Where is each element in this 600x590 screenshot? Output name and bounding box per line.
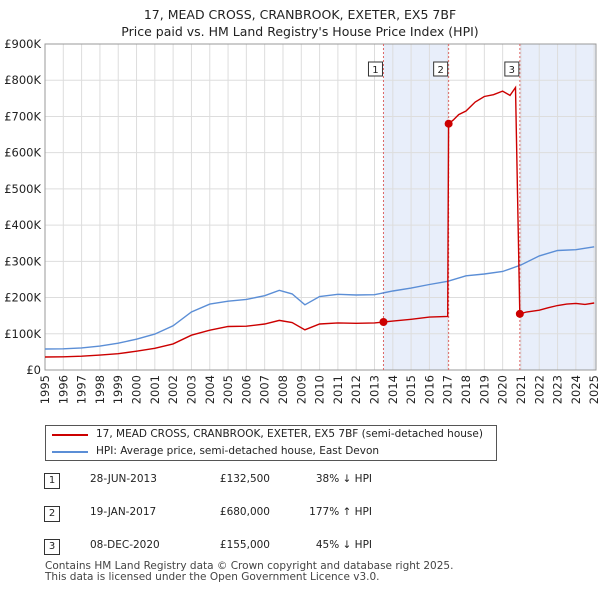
legend: 17, MEAD CROSS, CRANBROOK, EXETER, EX5 7…	[45, 425, 497, 461]
plot-area-border	[44, 43, 597, 371]
x-tick-label: 2008	[276, 375, 290, 404]
x-tick-label: 2003	[184, 375, 198, 404]
legend-item-property: 17, MEAD CROSS, CRANBROOK, EXETER, EX5 7…	[46, 426, 496, 443]
y-tick-label: £900K	[4, 37, 41, 51]
footer: Contains HM Land Registry data © Crown c…	[45, 561, 453, 583]
y-tick-label: £0	[26, 363, 41, 377]
shaded-region-1	[383, 44, 449, 370]
marker-label-2: 2	[437, 65, 443, 76]
x-tick-label: 2017	[441, 375, 455, 404]
transaction-number: 3	[44, 539, 60, 555]
x-tick-label: 2009	[294, 375, 308, 404]
x-tick-label: 2022	[532, 375, 546, 404]
y-tick-label: £300K	[4, 254, 41, 268]
transaction-price: £155,000	[219, 539, 270, 551]
transaction-date: 28-JUN-2013	[90, 473, 157, 485]
x-tick-label: 2012	[349, 375, 363, 404]
table-row: 3 08-DEC-2020 £155,000 45% ↓ HPI	[0, 536, 600, 556]
marker-box-2	[433, 61, 449, 77]
marker-box-3	[504, 61, 520, 77]
transaction-date: 19-JAN-2017	[90, 506, 157, 518]
table-row: 1 28-JUN-2013 £132,500 38% ↓ HPI	[0, 470, 600, 490]
x-tick-label: 2006	[239, 375, 253, 404]
y-tick-label: £200K	[4, 291, 41, 305]
x-tick-label: 2011	[331, 375, 345, 404]
x-tick-label: 2019	[477, 375, 491, 404]
transaction-number: 1	[44, 473, 60, 489]
title-line-2: Price paid vs. HM Land Registry's House …	[121, 24, 479, 39]
footer-licence: This data is licensed under the Open Gov…	[45, 571, 380, 583]
y-tick-label: £800K	[4, 73, 41, 87]
x-tick-label: 2013	[368, 375, 382, 404]
legend-swatch-hpi	[52, 451, 88, 453]
x-tick-label: 1995	[38, 375, 52, 404]
price-chart: £0 £100K £200K £300K £400K £500K £600K £700K £80…	[4, 37, 600, 404]
x-tick-label: 2001	[148, 375, 162, 404]
x-tick-label: 2024	[569, 375, 583, 404]
marker-label-3: 3	[509, 65, 515, 76]
sale-point-1	[379, 318, 388, 327]
transaction-date: 08-DEC-2020	[90, 539, 160, 551]
x-tick-label: 2020	[496, 375, 510, 404]
x-tick-label: 2007	[258, 375, 272, 404]
x-tick-label: 2025	[587, 375, 600, 404]
y-tick-label: £500K	[4, 182, 41, 196]
transaction-hpi: 38% ↓ HPI	[315, 473, 372, 485]
legend-label-hpi: HPI: Average price, semi-detached house,…	[96, 445, 380, 457]
x-tick-label: 1997	[75, 375, 89, 404]
legend-label-property: 17, MEAD CROSS, CRANBROOK, EXETER, EX5 7…	[96, 428, 483, 440]
x-tick-label: 2021	[514, 375, 528, 404]
transaction-price: £132,500	[219, 473, 270, 485]
x-tick-label: 2018	[459, 375, 473, 404]
title-line-1: 17, MEAD CROSS, CRANBROOK, EXETER, EX5 7…	[143, 7, 457, 22]
x-tick-label: 2015	[404, 375, 418, 404]
sale-point-2	[444, 119, 453, 128]
sale-point-3	[515, 309, 524, 318]
legend-swatch-property	[52, 434, 88, 436]
x-tick-label: 2016	[422, 375, 436, 404]
x-tick-label: 2005	[221, 375, 235, 404]
y-tick-label: £400K	[4, 218, 41, 232]
legend-item-hpi: HPI: Average price, semi-detached house,…	[46, 443, 496, 460]
x-tick-label: 1996	[56, 375, 70, 404]
x-tick-label: 2010	[313, 375, 327, 404]
property-series-line	[44, 85, 595, 358]
footer-copyright: Contains HM Land Registry data © Crown c…	[45, 560, 454, 572]
marker-label-1: 1	[372, 65, 378, 76]
transaction-hpi: 177% ↑ HPI	[309, 506, 372, 518]
x-tick-label: 2014	[386, 375, 400, 404]
table-row: 2 19-JAN-2017 £680,000 177% ↑ HPI	[0, 503, 600, 523]
y-tick-label: £700K	[4, 109, 41, 123]
transaction-hpi: 45% ↓ HPI	[315, 539, 372, 551]
x-tick-label: 1998	[93, 375, 107, 404]
x-tick-label: 2000	[130, 375, 144, 404]
chart-title: 17, MEAD CROSS, CRANBROOK, EXETER, EX5 7…	[0, 6, 600, 40]
x-tick-label: 1999	[111, 375, 125, 404]
y-tick-label: £600K	[4, 146, 41, 160]
y-tick-label: £100K	[4, 327, 41, 341]
x-tick-label: 2002	[166, 375, 180, 404]
x-tick-label: 2023	[551, 375, 565, 404]
x-tick-label: 2004	[203, 375, 217, 404]
transaction-number: 2	[44, 506, 60, 522]
transaction-price: £680,000	[219, 506, 270, 518]
marker-box-1	[367, 61, 383, 77]
hpi-series-line	[44, 246, 595, 350]
